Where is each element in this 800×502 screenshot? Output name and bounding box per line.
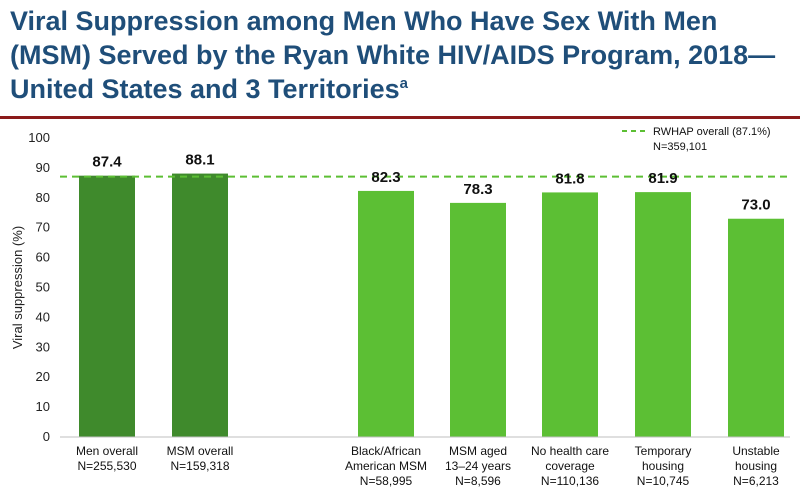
x-category-label: N=8,596 xyxy=(455,474,501,488)
x-category-label: N=10,745 xyxy=(637,474,690,488)
y-tick-label: 50 xyxy=(36,280,50,295)
x-category-label: Temporary xyxy=(635,444,692,458)
x-category-label: MSM overall xyxy=(167,444,234,458)
x-category-label: N=6,213 xyxy=(733,474,779,488)
y-tick-label: 70 xyxy=(36,220,50,235)
x-category-label: MSM aged xyxy=(449,444,507,458)
x-category-label: N=58,995 xyxy=(360,474,413,488)
y-axis-title: Viral suppression (%) xyxy=(10,226,25,349)
chart-title: Viral Suppression among Men Who Have Sex… xyxy=(10,4,790,106)
y-tick-label: 60 xyxy=(36,250,50,265)
y-tick-label: 90 xyxy=(36,160,50,175)
legend-label: RWHAP overall (87.1%) xyxy=(653,126,771,138)
chart-title-text: Viral Suppression among Men Who Have Sex… xyxy=(10,6,776,104)
x-category-label: coverage xyxy=(545,459,595,473)
x-category-label: N=159,318 xyxy=(170,459,229,473)
bar-6 xyxy=(728,218,784,437)
x-category-label: Unstable xyxy=(732,444,780,458)
data-label: 81.8 xyxy=(555,170,584,187)
data-label: 88.1 xyxy=(185,152,214,169)
y-tick-label: 30 xyxy=(36,339,50,354)
x-category-label: housing xyxy=(642,459,684,473)
y-tick-label: 20 xyxy=(36,369,50,384)
data-label: 81.9 xyxy=(648,170,677,187)
x-category-label: housing xyxy=(735,459,777,473)
x-category-label: Black/African xyxy=(351,444,421,458)
x-category-label: N=255,530 xyxy=(77,459,136,473)
bar-5 xyxy=(635,192,691,437)
x-category-label: 13–24 years xyxy=(445,459,511,473)
title-divider xyxy=(0,116,800,119)
data-label: 78.3 xyxy=(463,181,492,198)
data-label: 87.4 xyxy=(92,154,122,171)
y-tick-label: 100 xyxy=(28,130,50,145)
bar-4 xyxy=(542,192,598,437)
y-tick-label: 80 xyxy=(36,190,50,205)
data-label: 82.3 xyxy=(371,169,400,186)
title-footnote-marker: a xyxy=(399,75,408,92)
bar-2 xyxy=(358,190,414,437)
legend-label: N=359,101 xyxy=(653,141,707,153)
bar-1 xyxy=(172,173,228,437)
x-category-label: Men overall xyxy=(76,444,138,458)
y-tick-label: 40 xyxy=(36,309,50,324)
data-label: 73.0 xyxy=(741,197,770,214)
bar-0 xyxy=(79,175,135,437)
x-category-label: American MSM xyxy=(345,459,427,473)
bar-3 xyxy=(450,202,506,437)
y-tick-label: 0 xyxy=(43,429,50,444)
x-category-label: No health care xyxy=(531,444,609,458)
x-category-label: N=110,136 xyxy=(541,474,599,488)
y-tick-label: 10 xyxy=(36,399,50,414)
